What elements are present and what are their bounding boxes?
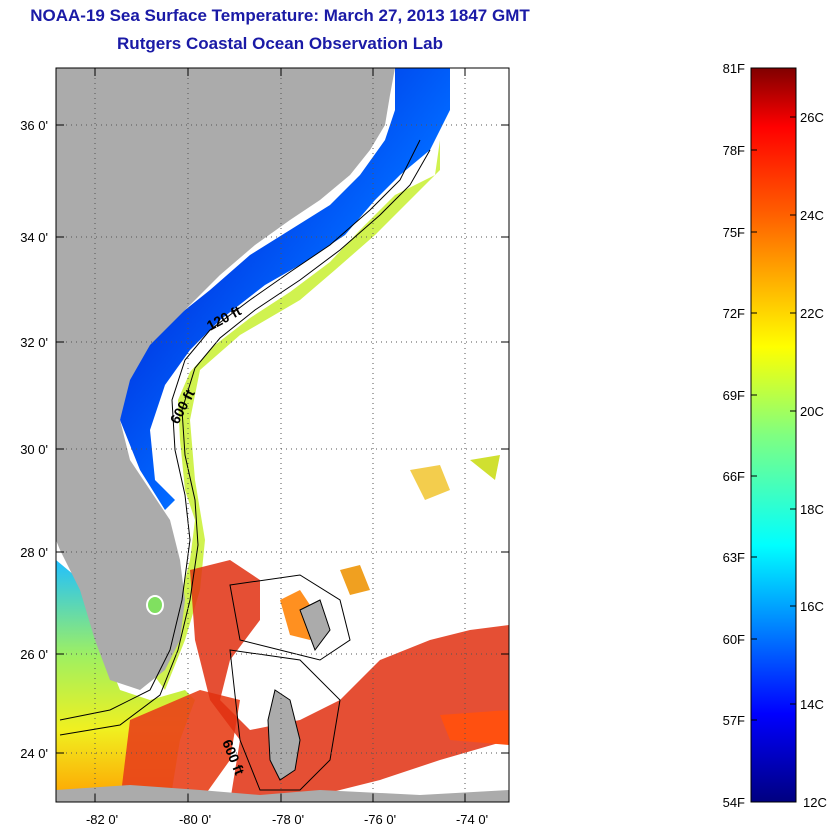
lon-tick-label: -74 0' xyxy=(456,812,488,827)
colorbar-c-label: 22C xyxy=(800,306,824,321)
colorbar-c-label: 18C xyxy=(800,502,824,517)
contour-bahamas-south xyxy=(229,649,341,791)
colorbar-f-label: 72F xyxy=(723,306,745,321)
colorbar-f-label: 57F xyxy=(723,713,745,728)
colorbar-f-label: 75F xyxy=(723,225,745,240)
warm-patch-east xyxy=(440,710,509,745)
colorbar-c-label: 14C xyxy=(800,697,824,712)
florida-straits-warm xyxy=(120,690,240,802)
land-mainland xyxy=(56,68,395,690)
lon-tick-label: -82 0' xyxy=(86,812,118,827)
lat-tick-label: 32 0' xyxy=(20,335,48,350)
land-cuba xyxy=(56,785,509,802)
map-subtitle: Rutgers Coastal Ocean Observation Lab xyxy=(117,34,443,53)
colorbar-f-label: 60F xyxy=(723,632,745,647)
lat-tick-label: 34 0' xyxy=(20,230,48,245)
map-title: NOAA-19 Sea Surface Temperature: March 2… xyxy=(30,6,530,25)
axis-ticks xyxy=(56,68,509,802)
map-content: 120 ft 600 ft 600 ft xyxy=(56,68,509,802)
colorbar-f-label: 54F xyxy=(723,795,745,810)
colorbar-c-label: 20C xyxy=(800,404,824,419)
lat-tick-label: 24 0' xyxy=(20,746,48,761)
colorbar-f-label: 69F xyxy=(723,388,745,403)
lat-tick-label: 28 0' xyxy=(20,545,48,560)
graticule xyxy=(56,68,509,802)
land-andros xyxy=(267,689,301,781)
colorbar-c-label: 26C xyxy=(800,110,824,125)
contour-120ft xyxy=(59,139,421,721)
colorbar-c-label: 24C xyxy=(800,208,824,223)
colorbar-c-label: 12C xyxy=(803,795,827,810)
lat-tick-label: 26 0' xyxy=(20,647,48,662)
colorbar-c-label: 16C xyxy=(800,599,824,614)
colorbar-f-label: 66F xyxy=(723,469,745,484)
map-frame xyxy=(55,67,510,803)
lon-tick-label: -78 0' xyxy=(272,812,304,827)
warm-patch-2 xyxy=(340,565,370,595)
warm-patch-3 xyxy=(410,465,450,500)
contour-600ft xyxy=(59,149,431,736)
lon-tick-label: -80 0' xyxy=(179,812,211,827)
warm-patch-4 xyxy=(470,455,500,480)
cold-coastal-water xyxy=(120,68,450,510)
lat-tick-label: 30 0' xyxy=(20,442,48,457)
colorbar-f-label: 63F xyxy=(723,550,745,565)
lat-tick-label: 36 0' xyxy=(20,118,48,133)
lake-okeechobee xyxy=(146,595,164,615)
land-abaco xyxy=(299,599,331,652)
colorbar-f-label: 81F xyxy=(723,61,745,76)
colorbar-f-label: 78F xyxy=(723,143,745,158)
contour-bahamas-north xyxy=(229,574,351,661)
colorbar-ticks xyxy=(751,116,796,721)
lon-tick-label: -76 0' xyxy=(364,812,396,827)
colorbar xyxy=(750,67,797,803)
